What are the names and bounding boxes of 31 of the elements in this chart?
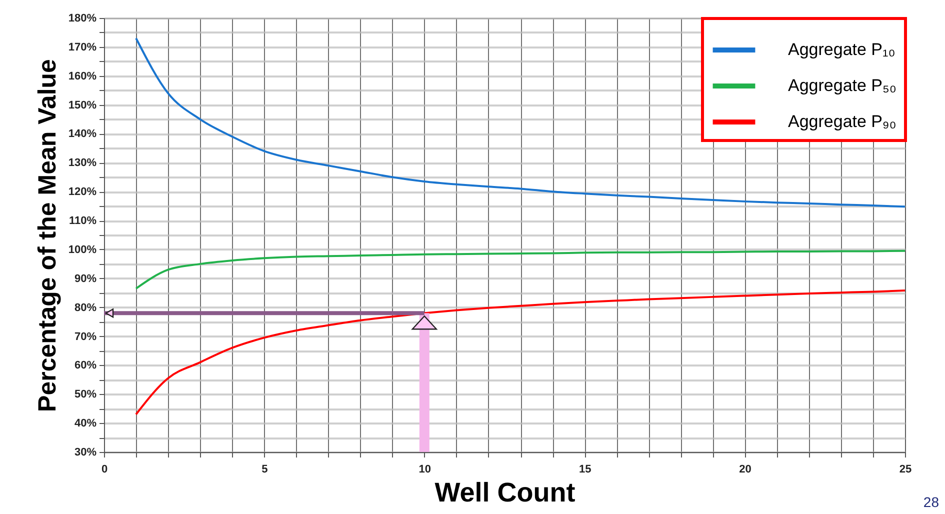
line-series — [135, 290, 906, 416]
y-tick-label: 140% — [68, 128, 97, 140]
x-tick-label: 15 — [578, 464, 592, 476]
y-tick-label: 130% — [68, 157, 97, 170]
legend-label: Aggregate P₉₀ — [788, 112, 896, 131]
y-tick-label: 40% — [74, 418, 97, 430]
legend-label: Aggregate P₁₀ — [788, 40, 896, 59]
y-tick-label: 150% — [68, 99, 97, 112]
y-tick-label: 170% — [68, 41, 97, 54]
y-tick-label: 90% — [74, 272, 97, 285]
x-tick-label: 10 — [418, 464, 432, 476]
y-tick-label: 110% — [68, 215, 97, 228]
x-tick-label: 5 — [262, 464, 268, 476]
x-axis-title: Well Count — [434, 478, 576, 508]
y-tick-label: 60% — [74, 360, 97, 372]
y-tick-label: 160% — [68, 70, 97, 82]
y-tick-label: 120% — [68, 186, 97, 198]
x-tick-label: 25 — [899, 464, 912, 476]
line-series — [135, 37, 906, 208]
y-tick-label: 70% — [74, 330, 97, 343]
line-series — [135, 250, 906, 290]
x-tick-label: 20 — [739, 464, 752, 476]
y-axis-title: Percentage of the Mean Value — [33, 58, 62, 412]
y-tick-label: 100% — [68, 244, 97, 256]
text: 28 — [923, 494, 939, 510]
legend-label: Aggregate P₅₀ — [788, 76, 896, 95]
x-tick-label: 0 — [101, 464, 108, 476]
y-tick-label: 180% — [68, 12, 97, 24]
y-tick-label: 80% — [74, 302, 97, 314]
y-tick-label: 30% — [74, 446, 97, 458]
y-tick-label: 50% — [74, 388, 97, 401]
